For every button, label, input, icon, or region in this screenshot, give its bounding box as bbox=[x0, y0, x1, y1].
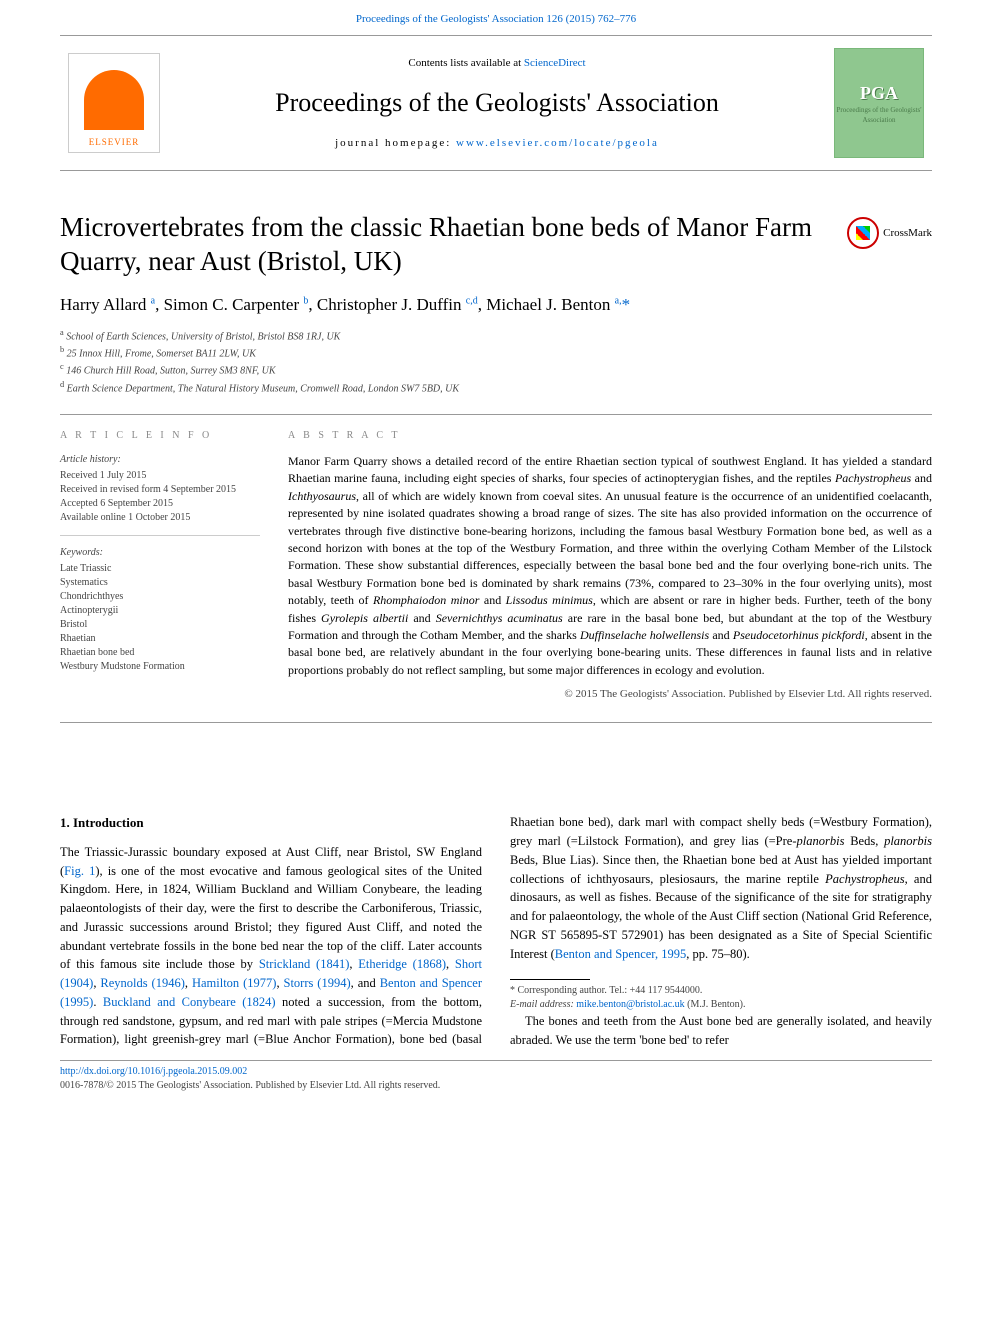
header-center: Contents lists available at ScienceDirec… bbox=[160, 56, 834, 151]
citation-link[interactable]: Storrs (1994) bbox=[284, 976, 351, 990]
contents-prefix: Contents lists available at bbox=[408, 57, 523, 69]
keywords-block: Keywords: Late TriassicSystematicsChondr… bbox=[60, 546, 260, 674]
journal-header: ELSEVIER Contents lists available at Sci… bbox=[60, 35, 932, 171]
affiliation-line: d Earth Science Department, The Natural … bbox=[60, 379, 932, 396]
email-label: E-mail address: bbox=[510, 999, 576, 1010]
affiliation-line: c 146 Church Hill Road, Sutton, Surrey S… bbox=[60, 361, 932, 378]
authors-line: Harry Allard a, Simon C. Carpenter b, Ch… bbox=[60, 293, 932, 317]
sciencedirect-link[interactable]: ScienceDirect bbox=[524, 57, 586, 69]
keyword-line: Late Triassic bbox=[60, 562, 260, 576]
homepage-prefix: journal homepage: bbox=[335, 137, 456, 149]
history-line: Accepted 6 September 2015 bbox=[60, 497, 260, 511]
keyword-line: Rhaetian bbox=[60, 632, 260, 646]
affiliation-line: b 25 Innox Hill, Frome, Somerset BA11 2L… bbox=[60, 344, 932, 361]
email-line: E-mail address: mike.benton@bristol.ac.u… bbox=[510, 998, 932, 1012]
figure-link[interactable]: Fig. 1 bbox=[64, 864, 95, 878]
email-link[interactable]: mike.benton@bristol.ac.uk bbox=[576, 999, 684, 1010]
issn-line: 0016-7878/© 2015 The Geologists' Associa… bbox=[60, 1080, 440, 1091]
email-suffix: (M.J. Benton). bbox=[685, 999, 746, 1010]
footnote-separator bbox=[510, 979, 590, 980]
history-head: Article history: bbox=[60, 453, 260, 467]
abstract-text: Manor Farm Quarry shows a detailed recor… bbox=[288, 453, 932, 679]
doi-footer: http://dx.doi.org/10.1016/j.pgeola.2015.… bbox=[60, 1060, 932, 1093]
citation-link[interactable]: Hamilton (1977) bbox=[192, 976, 276, 990]
info-abstract-row: A R T I C L E I N F O Article history: R… bbox=[60, 414, 932, 723]
corresponding-author: * Corresponding author. Tel.: +44 117 95… bbox=[510, 984, 932, 998]
cover-pga-label: PGA bbox=[860, 81, 898, 106]
journal-name: Proceedings of the Geologists' Associati… bbox=[160, 85, 834, 121]
cover-sub-label: Proceedings of the Geologists' Associati… bbox=[835, 106, 923, 126]
journal-citation-line: Proceedings of the Geologists' Associati… bbox=[0, 0, 992, 35]
title-block: Microvertebrates from the classic Rhaeti… bbox=[60, 211, 932, 279]
contents-line: Contents lists available at ScienceDirec… bbox=[160, 56, 834, 71]
doi-link[interactable]: http://dx.doi.org/10.1016/j.pgeola.2015.… bbox=[60, 1066, 247, 1077]
article-title: Microvertebrates from the classic Rhaeti… bbox=[60, 211, 932, 279]
footnote-block: * Corresponding author. Tel.: +44 117 95… bbox=[510, 979, 932, 1012]
citation-link[interactable]: Benton and Spencer, 1995 bbox=[555, 947, 686, 961]
crossmark-icon bbox=[847, 217, 879, 249]
journal-citation-link[interactable]: Proceedings of the Geologists' Associati… bbox=[356, 13, 636, 25]
keyword-line: Actinopterygii bbox=[60, 604, 260, 618]
journal-cover-thumb[interactable]: PGA Proceedings of the Geologists' Assoc… bbox=[834, 48, 924, 158]
crossmark-badge[interactable]: CrossMark bbox=[847, 217, 932, 249]
keyword-line: Rhaetian bone bed bbox=[60, 646, 260, 660]
elsevier-label: ELSEVIER bbox=[89, 136, 140, 149]
keyword-line: Bristol bbox=[60, 618, 260, 632]
abstract-col: A B S T R A C T Manor Farm Quarry shows … bbox=[288, 429, 932, 702]
citation-link[interactable]: Buckland and Conybeare (1824) bbox=[103, 995, 276, 1009]
homepage-link[interactable]: www.elsevier.com/locate/pgeola bbox=[456, 137, 659, 149]
history-line: Received in revised form 4 September 201… bbox=[60, 483, 260, 497]
crossmark-label: CrossMark bbox=[883, 226, 932, 241]
article-info-head: A R T I C L E I N F O bbox=[60, 429, 260, 443]
citation-link[interactable]: Etheridge (1868) bbox=[358, 957, 446, 971]
abstract-head: A B S T R A C T bbox=[288, 429, 932, 443]
homepage-line: journal homepage: www.elsevier.com/locat… bbox=[160, 136, 834, 151]
section-head-intro: 1. Introduction bbox=[60, 813, 482, 833]
intro-paragraph-3: The bones and teeth from the Aust bone b… bbox=[510, 1012, 932, 1050]
keyword-line: Systematics bbox=[60, 576, 260, 590]
citation-link[interactable]: Reynolds (1946) bbox=[100, 976, 185, 990]
keyword-line: Chondrichthyes bbox=[60, 590, 260, 604]
affiliations: a School of Earth Sciences, University o… bbox=[60, 327, 932, 396]
citation-link[interactable]: Strickland (1841) bbox=[259, 957, 350, 971]
elsevier-logo[interactable]: ELSEVIER bbox=[68, 53, 160, 153]
affiliation-line: a School of Earth Sciences, University o… bbox=[60, 327, 932, 344]
article-info-col: A R T I C L E I N F O Article history: R… bbox=[60, 429, 260, 702]
keyword-line: Westbury Mudstone Formation bbox=[60, 660, 260, 674]
body-columns: 1. Introduction The Triassic-Jurassic bo… bbox=[60, 813, 932, 1050]
keywords-head: Keywords: bbox=[60, 546, 260, 560]
history-line: Received 1 July 2015 bbox=[60, 469, 260, 483]
history-block: Article history: Received 1 July 2015Rec… bbox=[60, 453, 260, 536]
elsevier-tree-icon bbox=[84, 70, 144, 130]
abstract-copyright: © 2015 The Geologists' Association. Publ… bbox=[288, 687, 932, 702]
history-line: Available online 1 October 2015 bbox=[60, 511, 260, 525]
